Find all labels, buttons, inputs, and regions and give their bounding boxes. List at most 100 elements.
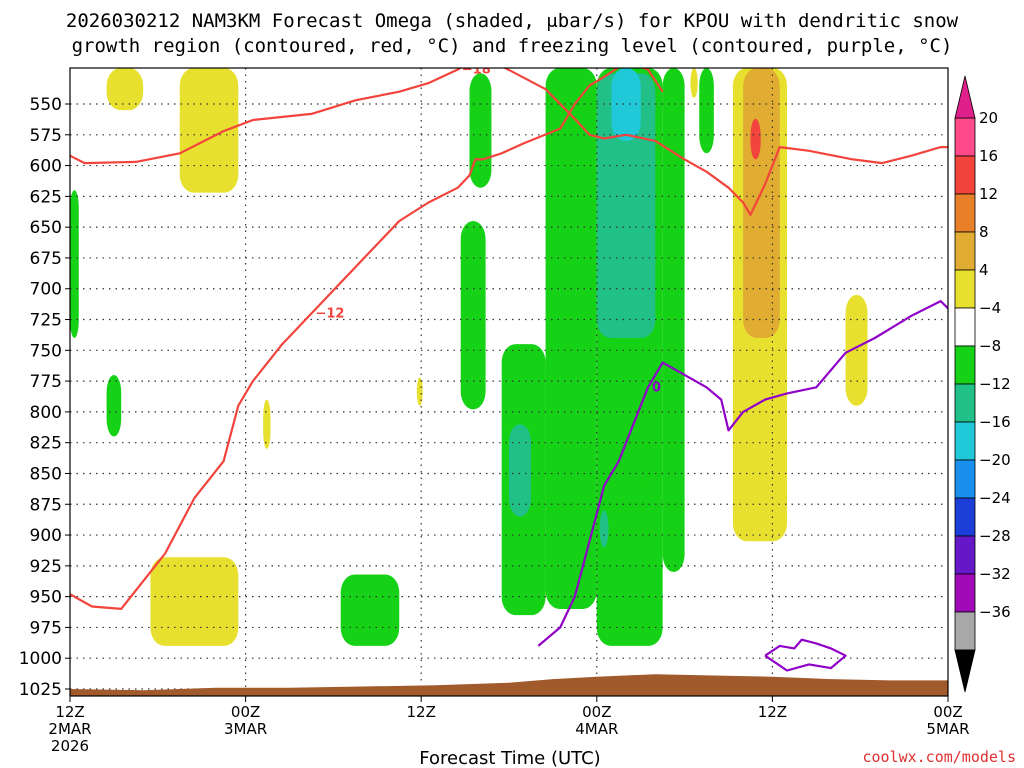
y-tick-label-725: 725	[30, 311, 62, 331]
omega_yellow_4_8-region-6	[416, 377, 423, 406]
x-axis-label: Forecast Time (UTC)	[419, 748, 600, 768]
omega_green_m4_m8-region-10	[340, 574, 400, 646]
colorbar-swatch-6	[954, 345, 976, 385]
x-tick-label-0-1: 2MAR	[48, 720, 91, 738]
y-tick-label-875: 875	[30, 495, 62, 515]
omega_orange_8_12-region-0	[743, 68, 780, 338]
omega_red_12_16-region-0	[750, 118, 761, 160]
colorbar-swatch-7	[954, 383, 976, 423]
omega_teal_m8_m12-region-0	[596, 73, 656, 339]
omega_green_m4_m8-region-7	[596, 479, 649, 640]
colorbar-label-6: −8	[979, 337, 1001, 355]
chart-title-line-1: 2026030212 NAM3KM Forecast Omega (shaded…	[66, 10, 959, 32]
colorbar-swatch-12	[954, 573, 976, 613]
y-tick-label-975: 975	[30, 618, 62, 638]
colorbar-swatch-1	[954, 155, 976, 195]
colorbar-label-9: −20	[979, 451, 1011, 469]
dgz_minus18_isotherm-label: −18	[462, 63, 491, 78]
y-tick-label-950: 950	[30, 588, 62, 608]
y-tick-label-775: 775	[30, 372, 62, 392]
grid-layer	[70, 68, 948, 696]
omega_cyan_m12_m16-region-0	[611, 68, 641, 141]
y-axis-ticks: 550 575 600 625 650 675 700 725 750 775 800 825 850 8…	[19, 95, 70, 700]
colorbar-label-4: 4	[979, 261, 989, 279]
colorbar-swatch-13	[954, 611, 976, 651]
colorbar-swatch-3	[954, 231, 976, 271]
y-tick-label-675: 675	[30, 249, 62, 269]
omega_yellow_4_8-region-1	[179, 68, 239, 193]
omega_green_m4_m8-region-2	[662, 68, 685, 572]
y-tick-label-850: 850	[30, 464, 62, 484]
plot-frame	[69, 67, 949, 697]
terrain-area	[70, 674, 948, 696]
y-tick-label-550: 550	[30, 95, 62, 115]
colorbar-label-7: −12	[979, 375, 1011, 393]
y-tick-label-700: 700	[30, 280, 62, 300]
omega_teal_m8_m12-region-1	[509, 424, 531, 517]
y-tick-label-1025: 1025	[19, 680, 62, 700]
x-tick-label-36-0: 00Z	[582, 703, 611, 721]
x-tick-label-0-0: 12Z	[55, 703, 84, 721]
x-tick-label-12-0: 00Z	[231, 703, 260, 721]
y-tick-label-1000: 1000	[19, 649, 62, 669]
colorbar-label-1: 16	[979, 147, 998, 165]
y-tick-label-575: 575	[30, 126, 62, 146]
colorbar-swatch-2	[954, 193, 976, 233]
y-tick-label-625: 625	[30, 187, 62, 207]
x-tick-label-48-0: 12Z	[758, 703, 787, 721]
colorbar-swatch-5	[954, 307, 976, 347]
terrain-layer	[70, 674, 948, 696]
omega_green_m4_m8-region-4	[469, 73, 492, 188]
colorbar-label-3: 8	[979, 223, 989, 241]
freezing_level_0C_near_surface-line	[764, 638, 847, 672]
dgz_minus18_isotherm-line	[70, 68, 948, 216]
chart-title-line-2: growth region (contoured, red, °C) and f…	[72, 35, 953, 57]
credit-text: coolwx.com/models	[862, 748, 1016, 766]
contour-layer: −18 −12 0	[70, 63, 948, 672]
omega_green_m4_m8-region-8	[70, 190, 79, 338]
x-tick-label-60-0: 00Z	[933, 703, 962, 721]
omega_yellow_4_8-region-7	[690, 68, 698, 98]
x-tick-label-60-1: 5MAR	[926, 720, 969, 738]
colorbar-swatch-4	[954, 269, 976, 309]
colorbar-swatch-9	[954, 459, 976, 499]
colorbar-label-12: −32	[979, 565, 1011, 583]
colorbar-top-arrow	[954, 75, 976, 119]
y-tick-label-650: 650	[30, 218, 62, 238]
y-tick-label-900: 900	[30, 526, 62, 546]
y-tick-label-600: 600	[30, 157, 62, 177]
omega_yellow_4_8-region-0	[106, 68, 144, 111]
dgz_minus12_isotherm-label: −12	[315, 306, 344, 321]
x-tick-label-36-1: 4MAR	[575, 720, 618, 738]
omega_teal_m8_m12-region-2	[599, 510, 609, 548]
omega_yellow_4_8-region-5	[263, 399, 271, 449]
colorbar-label-13: −36	[979, 603, 1011, 621]
colorbar-label-2: 12	[979, 185, 998, 203]
omega_green_m4_m8-region-3	[699, 68, 714, 154]
plot-area: −18 −12 0	[69, 63, 949, 697]
y-tick-label-800: 800	[30, 403, 62, 423]
omega_yellow_4_8-region-4	[150, 557, 239, 646]
x-tick-label-0-2: 2026	[51, 737, 89, 755]
colorbar-bottom-arrow	[954, 649, 976, 693]
omega_green_m4_m8-region-9	[106, 374, 122, 437]
colorbar-swatch-10	[954, 497, 976, 537]
omega_green_m4_m8-region-5	[460, 221, 486, 410]
y-tick-label-825: 825	[30, 434, 62, 454]
omega_green_m4_m8-region-0	[545, 68, 597, 609]
colorbar: 20 16 12 8 4 −4 −8 −12 −16 −20 −24 −28 −32 −36	[954, 75, 1011, 693]
colorbar-swatch-8	[954, 421, 976, 461]
y-tick-label-925: 925	[30, 557, 62, 577]
colorbar-label-10: −24	[979, 489, 1011, 507]
colorbar-label-8: −16	[979, 413, 1011, 431]
x-tick-label-12-1: 3MAR	[224, 720, 267, 738]
dgz_minus12_isotherm-line	[70, 68, 664, 611]
colorbar-swatch-0	[954, 117, 976, 157]
colorbar-label-5: −4	[979, 299, 1001, 317]
freezing_level_0C-label: 0	[652, 380, 661, 395]
colorbar-swatch-11	[954, 535, 976, 575]
x-tick-label-24-0: 12Z	[407, 703, 436, 721]
y-tick-label-750: 750	[30, 341, 62, 361]
